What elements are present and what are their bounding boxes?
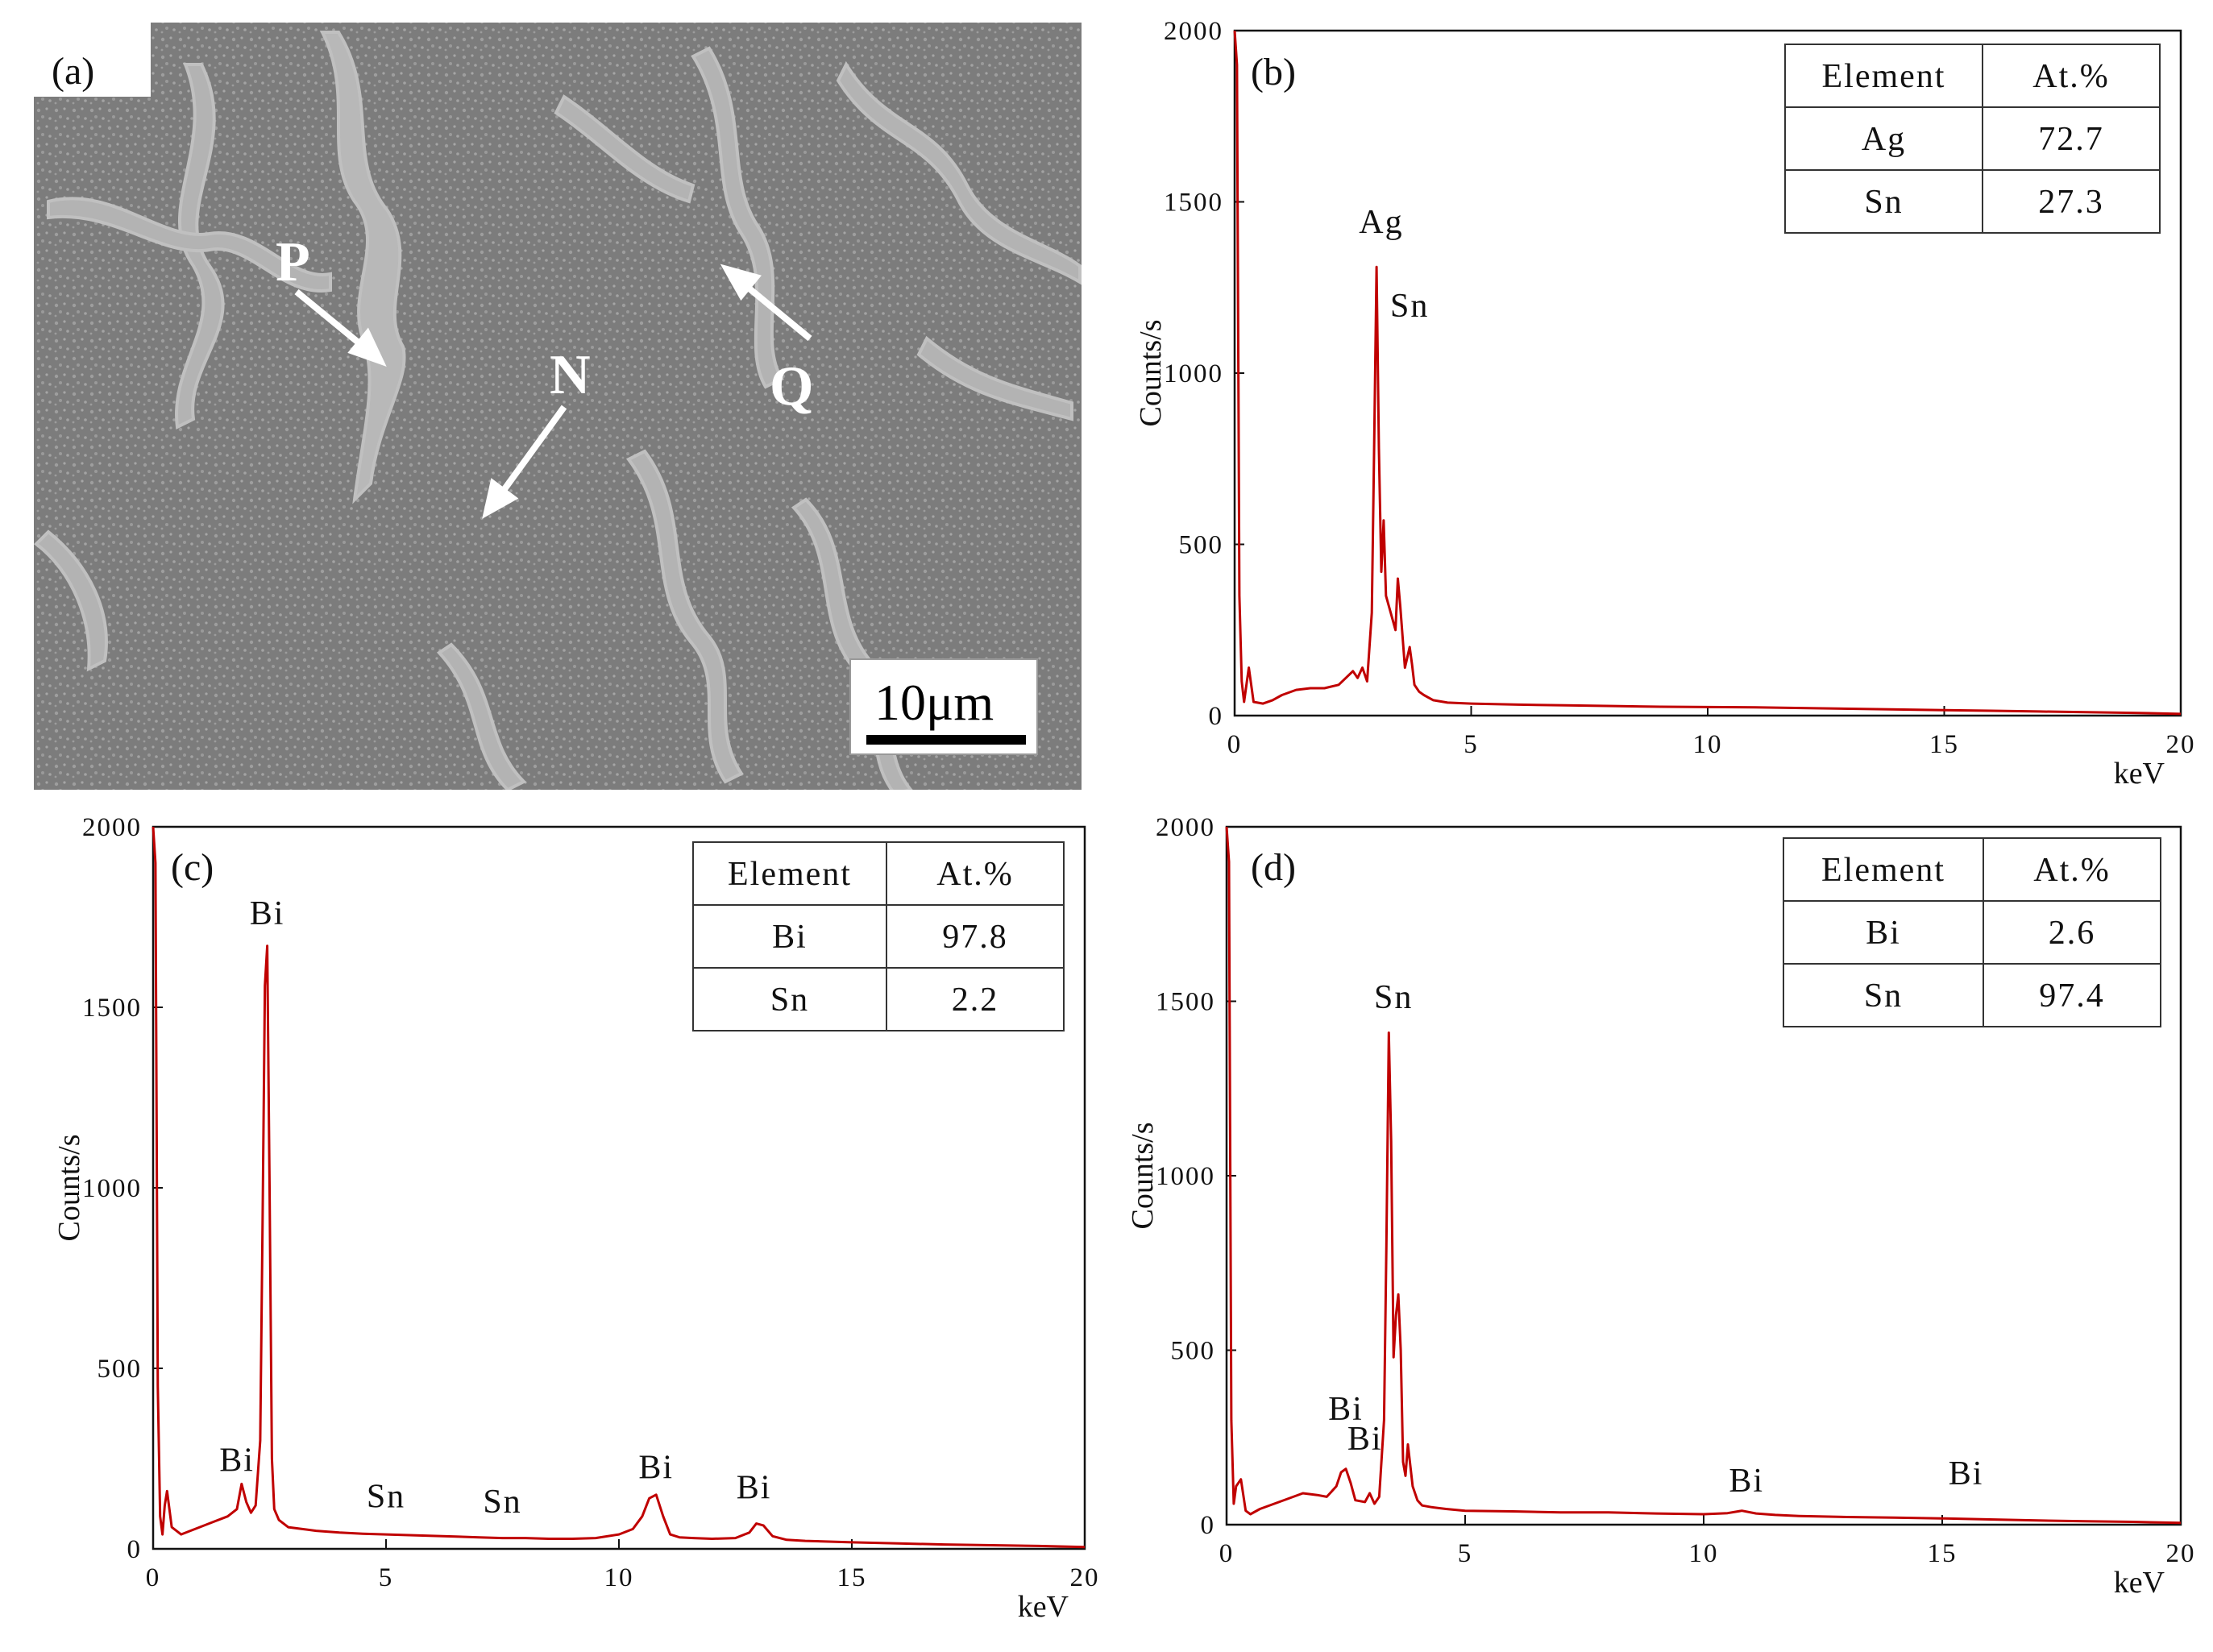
peak-label-d: Bi: [1949, 1455, 1984, 1492]
panel-label-c: (c): [171, 846, 214, 889]
table-cell-d: 2.6: [2049, 915, 2096, 952]
table-header-d: Element: [1821, 852, 1945, 889]
peak-label-c: Sn: [367, 1478, 405, 1515]
table-cell-b: Ag: [1862, 121, 1906, 158]
x-axis-title-d: keV: [2114, 1566, 2165, 1600]
table-header-c: At.%: [936, 856, 1014, 893]
peak-label-b: Sn: [1390, 288, 1429, 325]
x-tick-label-d: 10: [1689, 1539, 1719, 1568]
table-cell-c: Bi: [772, 919, 808, 956]
spectrum-line-d: [1225, 826, 2182, 1525]
table-cell-d: Sn: [1864, 978, 1903, 1015]
y-tick-label-c: 2000: [82, 813, 142, 842]
composition-table-b: [1784, 44, 2161, 234]
peak-label-d: Bi: [1347, 1421, 1383, 1458]
spectrum-line-c: [152, 826, 1086, 1549]
panel-label-b: (b): [1251, 51, 1296, 93]
y-tick-label-c: 1500: [82, 994, 142, 1023]
y-tick-label-b: 0: [1209, 702, 1224, 731]
peak-label-c: Bi: [219, 1442, 255, 1480]
peak-label-c: Sn: [483, 1484, 521, 1521]
x-tick-label-d: 5: [1458, 1539, 1473, 1568]
peak-label-d: Sn: [1374, 979, 1413, 1016]
table-cell-c: 2.2: [952, 982, 999, 1019]
y-tick-label-c: 500: [98, 1355, 143, 1384]
peak-label-c: Bi: [250, 895, 285, 932]
panel-label-a: (a): [52, 50, 94, 93]
composition-table-c: [692, 841, 1065, 1031]
table-cell-c: Sn: [770, 982, 809, 1019]
peak-label-b: Ag: [1359, 204, 1403, 241]
spectrum-line-b: [1233, 30, 2182, 716]
table-header-c: Element: [728, 856, 852, 893]
x-tick-label-b: 0: [1227, 730, 1243, 759]
y-tick-label-d: 0: [1201, 1511, 1216, 1540]
y-axis-title-c: Counts/s: [52, 1134, 86, 1241]
y-tick-label-d: 2000: [1156, 813, 1215, 842]
table-cell-b: 27.3: [2038, 184, 2104, 221]
sem-marker-q: Q: [770, 355, 813, 417]
x-tick-label-b: 15: [1929, 730, 1959, 759]
table-cell-d: Bi: [1866, 915, 1901, 952]
y-tick-label-b: 500: [1179, 531, 1224, 560]
x-axis-title-b: keV: [2114, 757, 2165, 791]
peak-label-c: Bi: [638, 1450, 674, 1487]
y-tick-label-d: 1500: [1156, 988, 1215, 1017]
composition-table-d: [1783, 837, 2161, 1027]
table-header-d: At.%: [2033, 852, 2111, 889]
x-tick-label-c: 20: [1070, 1563, 1100, 1592]
y-tick-label-c: 0: [127, 1535, 143, 1564]
x-tick-label-d: 0: [1219, 1539, 1235, 1568]
y-tick-label-d: 1000: [1156, 1162, 1215, 1191]
sem-marker-n: N: [550, 344, 591, 406]
y-tick-label-b: 1000: [1164, 359, 1223, 388]
x-tick-label-c: 10: [604, 1563, 634, 1592]
table-cell-c: 97.8: [942, 919, 1008, 956]
table-header-b: At.%: [2032, 58, 2110, 95]
y-axis-title-b: Counts/s: [1134, 319, 1168, 426]
table-header-b: Element: [1822, 58, 1946, 95]
x-tick-label-c: 5: [379, 1563, 394, 1592]
peak-label-d: Bi: [1729, 1463, 1764, 1500]
x-tick-label-c: 15: [837, 1563, 867, 1592]
scale-bar: [866, 735, 1026, 745]
table-cell-d: 97.4: [2039, 978, 2105, 1015]
x-tick-label-d: 15: [1928, 1539, 1958, 1568]
y-axis-title-d: Counts/s: [1126, 1122, 1160, 1229]
x-tick-label-c: 0: [146, 1563, 161, 1592]
table-cell-b: Sn: [1864, 184, 1903, 221]
table-cell-b: 72.7: [2038, 121, 2104, 158]
x-tick-label-d: 20: [2166, 1539, 2196, 1568]
sem-marker-p: P: [276, 231, 310, 293]
x-tick-label-b: 20: [2166, 730, 2196, 759]
x-tick-label-b: 10: [1693, 730, 1723, 759]
scale-bar-label: 10μm: [874, 674, 994, 731]
y-tick-label-d: 500: [1171, 1337, 1216, 1366]
peak-label-d: Bi: [1328, 1391, 1364, 1428]
peak-label-c: Bi: [737, 1469, 772, 1506]
x-tick-label-b: 5: [1464, 730, 1479, 759]
x-axis-title-c: keV: [1018, 1590, 1069, 1624]
panel-label-d: (d): [1251, 846, 1296, 889]
y-tick-label-b: 1500: [1164, 189, 1223, 218]
y-tick-label-c: 1000: [82, 1174, 142, 1203]
y-tick-label-b: 2000: [1164, 17, 1223, 46]
sem-micrograph: (a) P N Q 10μm: [34, 23, 1082, 790]
